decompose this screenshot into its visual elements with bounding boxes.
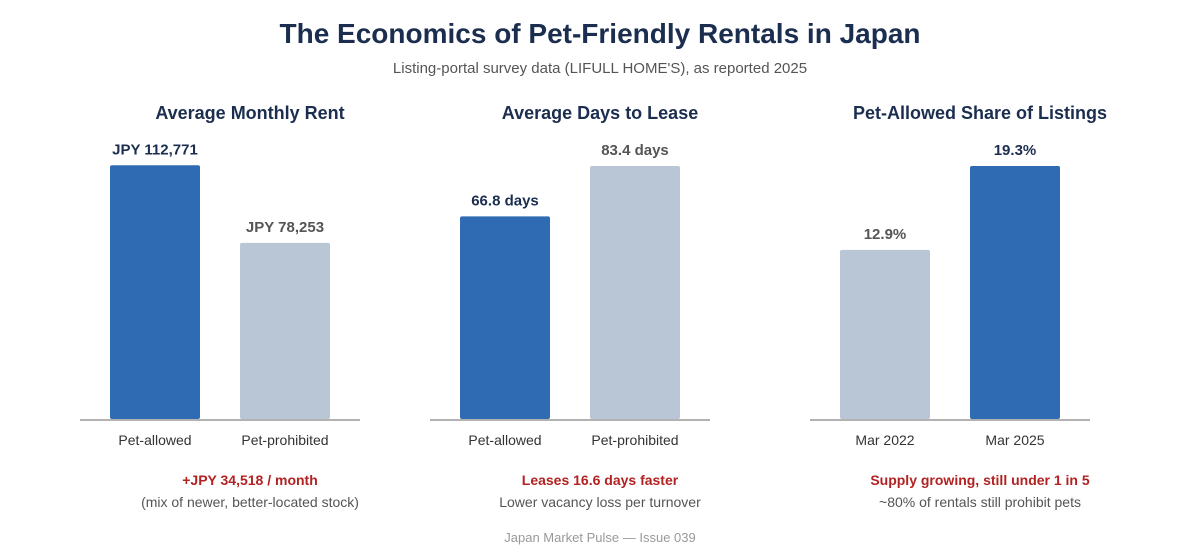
chart-note-share: ~80% of rentals still prohibit pets xyxy=(879,494,1081,510)
bar-pet-prohibited xyxy=(590,165,680,419)
bar-value-label: JPY 78,253 xyxy=(246,219,324,236)
bar-value-label: 12.9% xyxy=(864,226,907,243)
chart-share-svg: 12.9% Mar 2022 19.3% Mar 2025 xyxy=(810,142,1090,448)
chart-note-days: Lower vacancy loss per turnover xyxy=(499,494,701,510)
bar-value-label: 83.4 days xyxy=(601,142,669,159)
page-footer: Japan Market Pulse — Issue 039 xyxy=(504,530,696,545)
chart-days-svg: 66.8 days Pet-allowed 83.4 days Pet-prohibi… xyxy=(430,142,710,448)
page-subtitle: Listing-portal survey data (LIFULL HOME'… xyxy=(392,60,808,77)
chart-headline-rent: +JPY 34,518 / month xyxy=(182,472,318,488)
chart-panel-share: Pet-Allowed Share of Listings 12.9% Mar 2… xyxy=(790,0,1170,560)
x-tick-label: Pet-prohibited xyxy=(591,432,678,448)
bar-mar-2025 xyxy=(970,166,1060,419)
chart-title-rent: Average Monthly Rent xyxy=(155,103,345,123)
chart-panel-rent: Average Monthly Rent JPY 112,771 Pet-allo… xyxy=(60,0,440,560)
bar-pet-allowed xyxy=(460,216,550,419)
x-tick-label: Mar 2025 xyxy=(985,432,1044,448)
bar-value-label: JPY 112,771 xyxy=(112,141,198,158)
chart-note-rent: (mix of newer, better-located stock) xyxy=(141,494,359,510)
chart-title-days: Average Days to Lease xyxy=(501,103,699,123)
x-tick-label: Mar 2022 xyxy=(855,432,914,448)
chart-headline-share: Supply growing, still under 1 in 5 xyxy=(870,472,1090,488)
chart-rent-svg: JPY 112,771 Pet-allowed JPY 78,253 Pet-proh… xyxy=(80,141,360,448)
x-tick-label: Pet-allowed xyxy=(468,432,541,448)
chart-title-share: Pet-Allowed Share of Listings xyxy=(852,103,1108,123)
bar-value-label: 19.3% xyxy=(994,142,1037,159)
x-tick-label: Pet-allowed xyxy=(118,432,191,448)
chart-headline-days: Leases 16.6 days faster xyxy=(521,472,679,488)
x-tick-label: Pet-prohibited xyxy=(241,432,328,448)
bar-value-label: 66.8 days xyxy=(471,192,539,209)
page-title: The Economics of Pet-Friendly Rentals in… xyxy=(279,18,921,49)
chart-panel-days: Average Days to Lease 66.8 days Pet-allow… xyxy=(410,0,790,560)
bar-pet-allowed xyxy=(110,165,200,419)
bar-mar-2022 xyxy=(840,249,930,419)
bar-pet-prohibited xyxy=(240,242,330,419)
